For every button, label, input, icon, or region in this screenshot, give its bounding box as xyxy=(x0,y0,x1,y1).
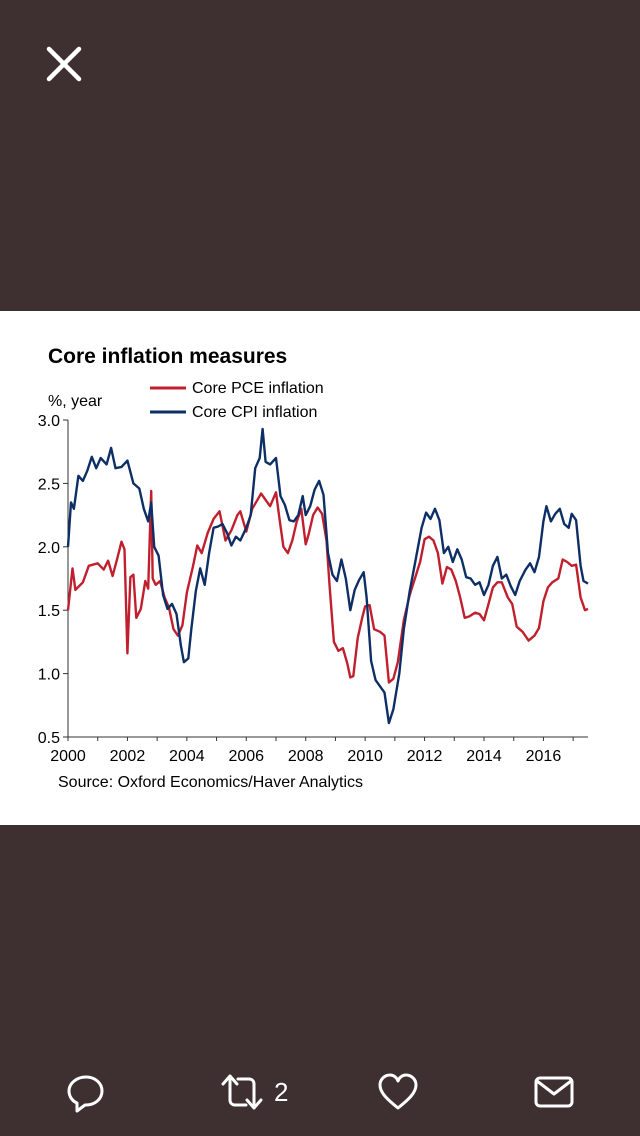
heart-icon xyxy=(378,1073,418,1110)
line-chart: Core inflation measures %, year Core PCE… xyxy=(38,345,589,791)
legend-label-pce: Core PCE inflation xyxy=(192,380,324,397)
x-tick-label: 2016 xyxy=(526,748,562,765)
mail-icon xyxy=(534,1076,574,1108)
like-button[interactable] xyxy=(376,1070,420,1114)
x-tick-label: 2014 xyxy=(466,748,502,765)
close-button[interactable] xyxy=(38,38,90,90)
x-tick-label: 2006 xyxy=(228,748,264,765)
series-line-core-cpi xyxy=(66,427,589,725)
x-tick-label: 2008 xyxy=(288,748,324,765)
retweet-button[interactable]: 2 xyxy=(218,1070,288,1114)
close-icon xyxy=(46,46,82,82)
y-axis-label: %, year xyxy=(48,393,103,410)
x-tick-label: 2012 xyxy=(407,748,443,765)
y-tick-label: 1.0 xyxy=(38,667,60,684)
action-bar: 2 xyxy=(0,1060,640,1124)
reply-icon xyxy=(67,1075,104,1113)
x-tick-label: 2004 xyxy=(169,748,205,765)
source-note: Source: Oxford Economics/Haver Analytics xyxy=(58,774,363,791)
series-layer xyxy=(66,427,589,725)
x-tick-label: 2000 xyxy=(50,748,86,765)
y-tick-label: 1.5 xyxy=(38,603,60,620)
chart-image[interactable]: Core inflation measures %, year Core PCE… xyxy=(0,311,640,825)
chart-title: Core inflation measures xyxy=(48,345,287,368)
y-tick-label: 2.5 xyxy=(38,476,60,493)
retweet-count: 2 xyxy=(274,1076,289,1107)
x-tick-label: 2002 xyxy=(110,748,146,765)
y-tick-label: 2.0 xyxy=(38,540,60,557)
legend: Core PCE inflation Core CPI inflation xyxy=(150,380,324,421)
y-tick-label: 0.5 xyxy=(38,730,60,747)
x-tick-label: 2010 xyxy=(347,748,383,765)
reply-button[interactable] xyxy=(64,1070,108,1114)
legend-label-cpi: Core CPI inflation xyxy=(192,404,317,421)
retweet-icon xyxy=(221,1074,263,1110)
share-button[interactable] xyxy=(532,1070,576,1114)
y-tick-label: 3.0 xyxy=(38,413,60,430)
